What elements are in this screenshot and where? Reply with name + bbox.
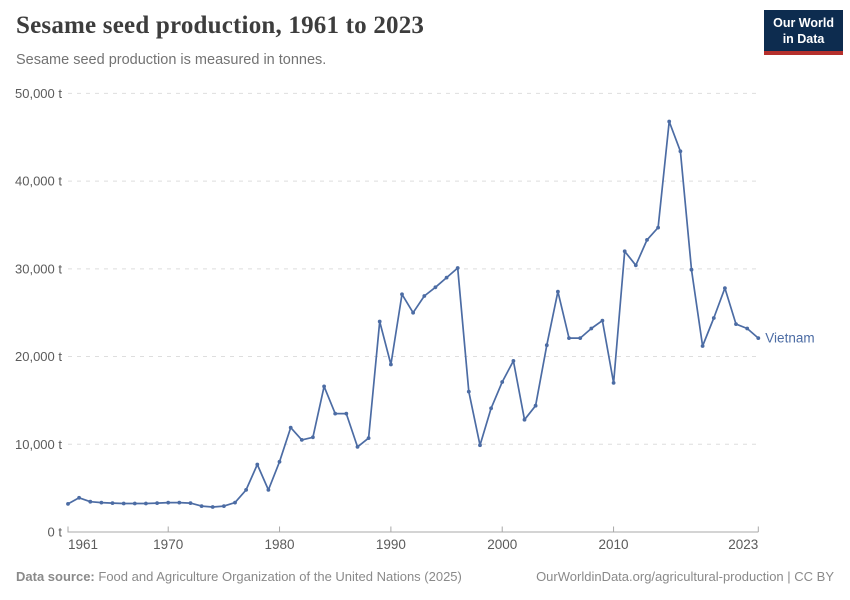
data-point[interactable] (756, 336, 761, 340)
data-point[interactable] (578, 336, 583, 340)
data-point[interactable] (656, 225, 660, 230)
data-point[interactable] (288, 425, 293, 430)
chart-subtitle: Sesame seed production is measured in to… (16, 52, 327, 68)
data-point[interactable] (533, 403, 538, 408)
data-point[interactable] (433, 285, 438, 290)
chart-footer: Data source: Food and Agriculture Organi… (16, 569, 834, 584)
data-point[interactable] (99, 500, 104, 505)
data-point[interactable] (522, 417, 527, 422)
data-point[interactable] (667, 119, 672, 124)
x-tick-label: 2023 (728, 537, 758, 552)
data-point[interactable] (489, 406, 493, 411)
x-tick-label: 2010 (599, 537, 629, 552)
data-point[interactable] (734, 322, 738, 326)
data-point[interactable] (132, 501, 137, 506)
data-point[interactable] (322, 384, 326, 389)
data-point[interactable] (678, 149, 683, 154)
y-tick-label: 0 t (48, 525, 63, 540)
x-tick-label: 2000 (487, 537, 517, 552)
data-point[interactable] (344, 411, 349, 416)
data-point[interactable] (567, 336, 571, 340)
logo-line1: Our World (773, 16, 834, 30)
x-axis (67, 526, 759, 533)
data-point[interactable] (478, 443, 482, 448)
data-point[interactable] (66, 502, 70, 506)
data-point[interactable] (355, 445, 360, 449)
data-point[interactable] (455, 266, 460, 270)
data-point[interactable] (544, 343, 549, 348)
chart-canvas[interactable]: 0 t 10,000 t 20,000 t 30,000 t 40,000 t 50,00… (0, 85, 850, 560)
owid-logo[interactable]: Our World in Data (764, 10, 843, 56)
data-source-label: Data source: (16, 569, 95, 584)
credit-text[interactable]: OurWorldinData.org/agricultural-producti… (536, 569, 834, 584)
series-end-label[interactable]: Vietnam (765, 331, 814, 346)
data-point[interactable] (400, 292, 404, 297)
data-point[interactable] (745, 326, 750, 331)
data-point[interactable] (366, 436, 371, 440)
data-point[interactable] (210, 505, 215, 509)
data-point[interactable] (144, 501, 148, 506)
data-point[interactable] (589, 326, 594, 331)
data-point[interactable] (633, 263, 638, 268)
data-point[interactable] (422, 294, 427, 298)
y-tick-label: 30,000 t (15, 261, 62, 276)
data-point[interactable] (556, 289, 560, 294)
data-point[interactable] (199, 504, 204, 508)
data-point[interactable] (110, 501, 115, 505)
data-point[interactable] (700, 344, 705, 348)
data-point[interactable] (233, 500, 237, 505)
data-point[interactable] (311, 435, 315, 440)
data-point[interactable] (266, 488, 271, 492)
data-point[interactable] (155, 501, 160, 505)
data-point[interactable] (466, 389, 471, 394)
y-tick-label: 10,000 t (15, 437, 62, 452)
page-title: Sesame seed production, 1961 to 2023 (16, 12, 425, 39)
data-point[interactable] (277, 459, 282, 464)
data-point[interactable] (511, 359, 516, 363)
data-point[interactable] (711, 316, 716, 320)
data-point[interactable] (77, 495, 81, 500)
data-point[interactable] (377, 319, 382, 324)
data-point[interactable] (723, 286, 727, 290)
data-point[interactable] (389, 362, 393, 367)
y-tick-label: 40,000 t (15, 174, 62, 189)
data-point[interactable] (411, 310, 415, 315)
data-point[interactable] (611, 381, 616, 385)
data-point[interactable] (299, 438, 304, 442)
data-source: Data source: Food and Agriculture Organi… (16, 569, 462, 584)
data-point[interactable] (689, 267, 694, 272)
data-point[interactable] (222, 504, 226, 508)
data-point[interactable] (244, 488, 249, 492)
data-point[interactable] (333, 411, 338, 416)
data-point[interactable] (600, 318, 605, 323)
data-point[interactable] (166, 500, 171, 505)
data-point[interactable] (255, 462, 260, 467)
data-point[interactable] (188, 501, 193, 505)
data-point[interactable] (88, 499, 93, 504)
y-tick-label: 50,000 t (15, 86, 62, 101)
y-tick-label: 20,000 t (15, 349, 62, 364)
data-point[interactable] (444, 275, 449, 280)
data-source-text: Food and Agriculture Organization of the… (98, 569, 462, 584)
x-tick-label: 1970 (153, 537, 183, 552)
logo-line2: in Data (782, 31, 825, 46)
x-tick-label: 1990 (376, 537, 406, 552)
data-point[interactable] (177, 500, 182, 505)
x-tick-label: 1980 (265, 537, 295, 552)
data-point[interactable] (500, 380, 505, 384)
data-point[interactable] (645, 238, 649, 242)
data-point[interactable] (121, 501, 126, 506)
data-point[interactable] (622, 249, 627, 254)
x-tick-label: 1961 (68, 537, 98, 552)
